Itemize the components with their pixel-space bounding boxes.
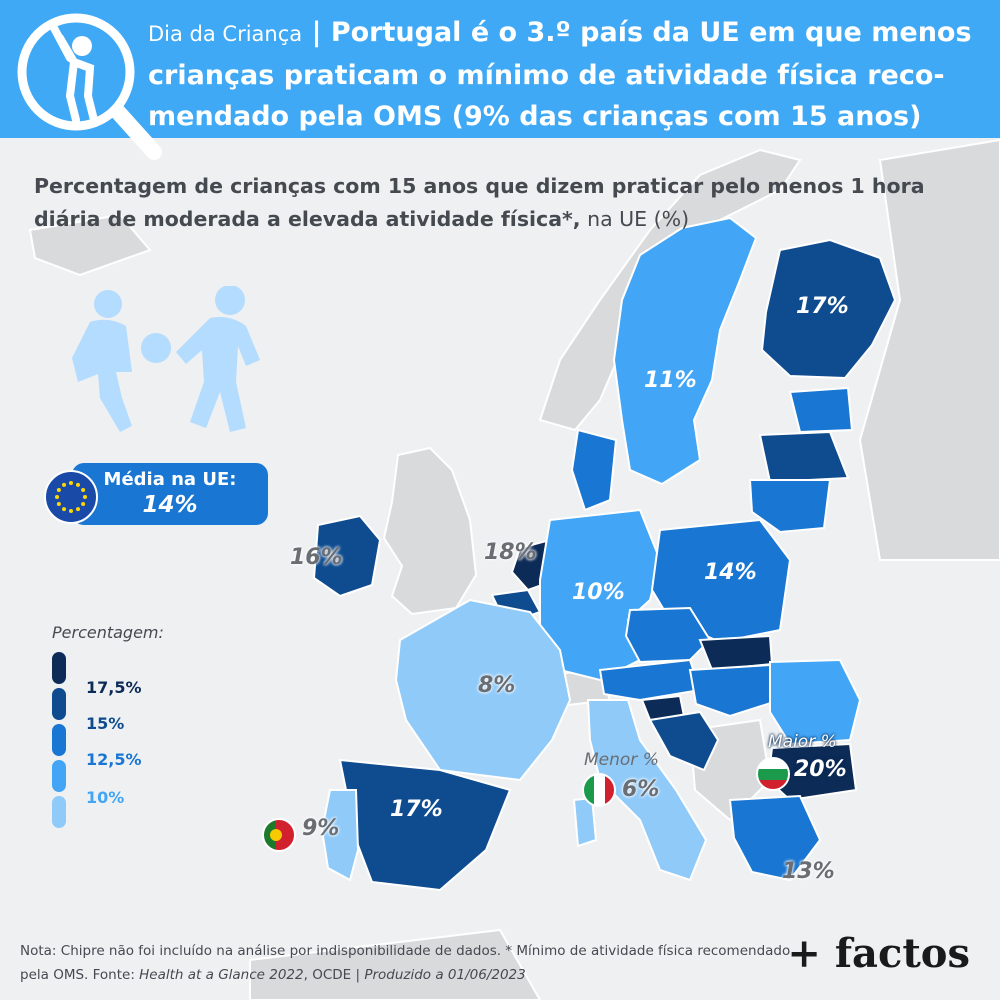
eu-star	[81, 488, 86, 492]
eu-star	[55, 495, 59, 499]
value-bulgaria: 20%	[794, 757, 847, 782]
produced-date: Produzido a 01/06/2023	[364, 967, 526, 983]
bulgaria-flag-icon	[756, 757, 790, 791]
legend-label-1: 17,5%	[86, 678, 142, 697]
france-shape	[394, 598, 572, 782]
eu-star	[62, 482, 66, 487]
footer-note-text: Nota: Chipre não foi incluído na análise…	[20, 943, 791, 983]
portugal-shape	[320, 789, 360, 882]
value-portugal: 9%	[302, 816, 340, 841]
header-banner	[0, 0, 1000, 138]
legend-title: Percentagem:	[52, 623, 164, 642]
croatia-shape	[648, 710, 720, 772]
value-spain: 17%	[390, 797, 443, 822]
value-poland: 14%	[704, 560, 757, 585]
eu-star	[69, 481, 73, 485]
subtitle-light: na UE (%)	[580, 207, 690, 231]
finland-shape	[760, 238, 897, 380]
legend-swatch-5	[52, 796, 66, 828]
value-netherlands: 18%	[484, 540, 537, 565]
eu-stars	[55, 481, 87, 513]
portugal-flag-icon	[262, 818, 296, 852]
source-org: , OCDE |	[303, 967, 365, 983]
brand-logo: + factos	[787, 930, 970, 977]
legend-label-3: 12,5%	[86, 750, 142, 769]
norway-shape	[538, 148, 802, 432]
value-sweden: 11%	[644, 368, 697, 393]
eu-star	[76, 482, 80, 487]
sweden-shape	[612, 216, 758, 486]
legend-swatch-2	[52, 688, 66, 720]
legend-swatch-3	[52, 724, 66, 756]
lithuania-shape	[748, 479, 832, 534]
lowest-callout: Menor %	[584, 750, 659, 770]
russia-shape	[858, 138, 1000, 561]
denmark-shape	[570, 428, 618, 512]
magnifier-child-icon	[17, 13, 162, 160]
value-finland: 17%	[796, 294, 849, 319]
italy-flag-icon	[582, 773, 616, 807]
romania-shape	[769, 658, 862, 746]
legend-swatch-4	[52, 760, 66, 792]
kicker: Dia da Criança	[148, 22, 303, 46]
eu-star	[69, 509, 73, 513]
highest-callout: Maior %	[768, 732, 837, 752]
eu-star	[56, 488, 61, 492]
eu-average-box: Média na UE: 14%	[72, 463, 268, 525]
subtitle-bold: Percentagem de crianças com 15 anos que …	[34, 174, 925, 231]
children-football-icon	[72, 286, 260, 432]
estonia-shape	[788, 386, 854, 434]
value-germany: 10%	[572, 580, 625, 605]
legend-label-4: 10%	[86, 788, 125, 807]
eu-flag-icon	[44, 470, 98, 524]
kicker-separator: |	[311, 17, 322, 48]
eu-countries	[312, 216, 897, 892]
headline: Dia da Criança | Portugal é o 3.º país d…	[148, 12, 993, 137]
value-ireland: 16%	[290, 545, 343, 570]
footer-note: Nota: Chipre não foi incluído na análise…	[20, 939, 810, 987]
subtitle: Percentagem de crianças com 15 anos que …	[34, 170, 994, 236]
spain-shape	[338, 758, 512, 892]
legend-swatch-1	[52, 652, 66, 684]
value-greece: 13%	[782, 859, 835, 884]
non-eu-land	[28, 138, 1000, 1000]
austria-shape	[598, 658, 702, 702]
latvia-shape	[758, 430, 850, 484]
eu-star	[56, 502, 61, 506]
source-title: Health at a Glance 2022	[139, 967, 304, 983]
eu-star	[62, 507, 66, 512]
greece-shape	[728, 794, 822, 882]
value-italy: 6%	[622, 777, 660, 802]
legend-label-2: 15%	[86, 714, 125, 733]
eu-star	[76, 507, 80, 512]
ireland-shape	[312, 514, 382, 598]
uk-shape	[382, 446, 478, 616]
eu-star	[81, 502, 86, 506]
hungary-shape	[688, 663, 782, 718]
italy-shape	[586, 699, 708, 882]
headline-text: Portugal é o 3.º país da UE em que menos…	[148, 17, 972, 132]
value-france: 8%	[478, 673, 516, 698]
africa-shape	[249, 928, 542, 1000]
eu-average-value: 14%	[142, 492, 198, 518]
iceland-shape	[28, 213, 152, 277]
eu-average-label: Média na UE:	[103, 469, 237, 490]
eu-star	[83, 495, 87, 499]
